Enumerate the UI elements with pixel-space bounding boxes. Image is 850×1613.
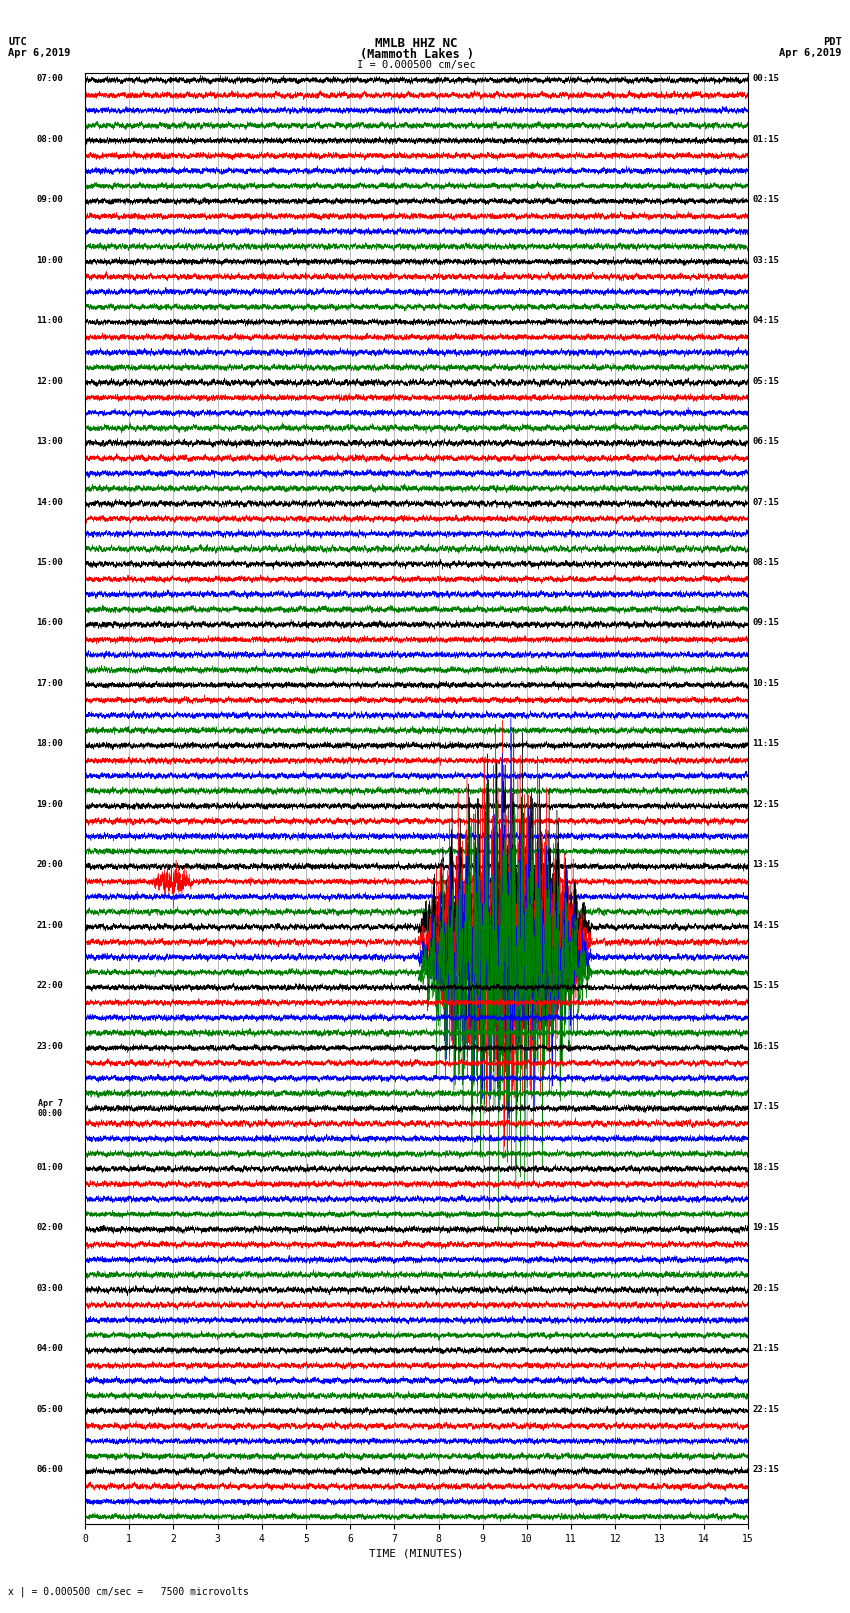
Text: 23:00: 23:00: [36, 1042, 63, 1052]
Text: 17:15: 17:15: [752, 1102, 779, 1111]
Text: 14:00: 14:00: [36, 497, 63, 506]
Text: 10:00: 10:00: [36, 255, 63, 265]
Text: 16:15: 16:15: [752, 1042, 779, 1052]
X-axis label: TIME (MINUTES): TIME (MINUTES): [369, 1548, 464, 1558]
Text: 04:15: 04:15: [752, 316, 779, 326]
Text: 10:15: 10:15: [752, 679, 779, 689]
Text: 17:00: 17:00: [36, 679, 63, 689]
Text: 02:15: 02:15: [752, 195, 779, 205]
Text: 23:15: 23:15: [752, 1465, 779, 1474]
Text: 08:15: 08:15: [752, 558, 779, 568]
Text: 19:15: 19:15: [752, 1223, 779, 1232]
Text: 09:00: 09:00: [36, 195, 63, 205]
Text: 15:15: 15:15: [752, 981, 779, 990]
Text: 21:15: 21:15: [752, 1344, 779, 1353]
Text: 01:15: 01:15: [752, 134, 779, 144]
Text: 11:15: 11:15: [752, 739, 779, 748]
Text: 12:00: 12:00: [36, 376, 63, 386]
Text: 04:00: 04:00: [36, 1344, 63, 1353]
Text: 21:00: 21:00: [36, 921, 63, 931]
Text: 07:00: 07:00: [36, 74, 63, 84]
Text: 08:00: 08:00: [36, 134, 63, 144]
Text: 03:15: 03:15: [752, 255, 779, 265]
Text: 02:00: 02:00: [36, 1223, 63, 1232]
Text: UTC: UTC: [8, 37, 27, 47]
Text: 20:15: 20:15: [752, 1284, 779, 1294]
Text: I = 0.000500 cm/sec: I = 0.000500 cm/sec: [357, 60, 476, 69]
Text: 14:15: 14:15: [752, 921, 779, 931]
Text: 22:15: 22:15: [752, 1405, 779, 1415]
Text: 13:00: 13:00: [36, 437, 63, 447]
Text: 05:15: 05:15: [752, 376, 779, 386]
Text: PDT: PDT: [823, 37, 842, 47]
Text: 15:00: 15:00: [36, 558, 63, 568]
Text: MMLB HHZ NC: MMLB HHZ NC: [375, 37, 458, 50]
Text: 06:00: 06:00: [36, 1465, 63, 1474]
Text: 09:15: 09:15: [752, 618, 779, 627]
Text: 18:15: 18:15: [752, 1163, 779, 1173]
Text: 03:00: 03:00: [36, 1284, 63, 1294]
Text: 16:00: 16:00: [36, 618, 63, 627]
Text: Apr 6,2019: Apr 6,2019: [8, 48, 71, 58]
Text: 19:00: 19:00: [36, 800, 63, 810]
Text: (Mammoth Lakes ): (Mammoth Lakes ): [360, 48, 473, 61]
Text: x | = 0.000500 cm/sec =   7500 microvolts: x | = 0.000500 cm/sec = 7500 microvolts: [8, 1586, 249, 1597]
Text: 06:15: 06:15: [752, 437, 779, 447]
Text: 07:15: 07:15: [752, 497, 779, 506]
Text: Apr 7
00:00: Apr 7 00:00: [38, 1098, 63, 1118]
Text: 12:15: 12:15: [752, 800, 779, 810]
Text: 18:00: 18:00: [36, 739, 63, 748]
Text: 20:00: 20:00: [36, 860, 63, 869]
Text: 13:15: 13:15: [752, 860, 779, 869]
Text: 05:00: 05:00: [36, 1405, 63, 1415]
Text: 01:00: 01:00: [36, 1163, 63, 1173]
Text: 00:15: 00:15: [752, 74, 779, 84]
Text: Apr 6,2019: Apr 6,2019: [779, 48, 842, 58]
Text: 11:00: 11:00: [36, 316, 63, 326]
Text: 22:00: 22:00: [36, 981, 63, 990]
